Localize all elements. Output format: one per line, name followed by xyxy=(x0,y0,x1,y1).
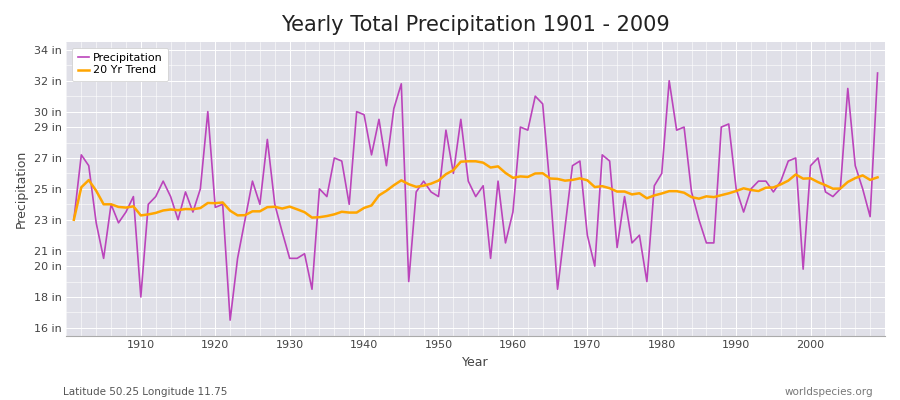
20 Yr Trend xyxy=(128,204,139,209)
Legend: Precipitation, 20 Yr Trend: Precipitation, 20 Yr Trend xyxy=(72,48,168,81)
20 Yr Trend xyxy=(68,217,79,222)
Text: Latitude 50.25 Longitude 11.75: Latitude 50.25 Longitude 11.75 xyxy=(63,387,228,397)
Y-axis label: Precipitation: Precipitation xyxy=(15,150,28,228)
Precipitation xyxy=(872,71,883,76)
20 Yr Trend xyxy=(463,159,473,164)
20 Yr Trend xyxy=(337,209,347,214)
20 Yr Trend xyxy=(515,174,526,179)
20 Yr Trend xyxy=(508,176,518,180)
Text: worldspecies.org: worldspecies.org xyxy=(785,387,873,397)
20 Yr Trend xyxy=(872,175,883,180)
Precipitation xyxy=(344,202,355,207)
Precipitation xyxy=(128,194,139,199)
X-axis label: Year: Year xyxy=(463,356,489,369)
Line: 20 Yr Trend: 20 Yr Trend xyxy=(74,161,878,220)
20 Yr Trend xyxy=(292,207,302,212)
Line: Precipitation: Precipitation xyxy=(74,73,878,320)
Precipitation xyxy=(604,159,615,164)
Precipitation xyxy=(508,210,518,214)
20 Yr Trend xyxy=(604,186,615,191)
Precipitation xyxy=(515,125,526,130)
Precipitation xyxy=(225,318,236,322)
Title: Yearly Total Precipitation 1901 - 2009: Yearly Total Precipitation 1901 - 2009 xyxy=(282,15,670,35)
Precipitation xyxy=(299,251,310,256)
Precipitation xyxy=(68,217,79,222)
